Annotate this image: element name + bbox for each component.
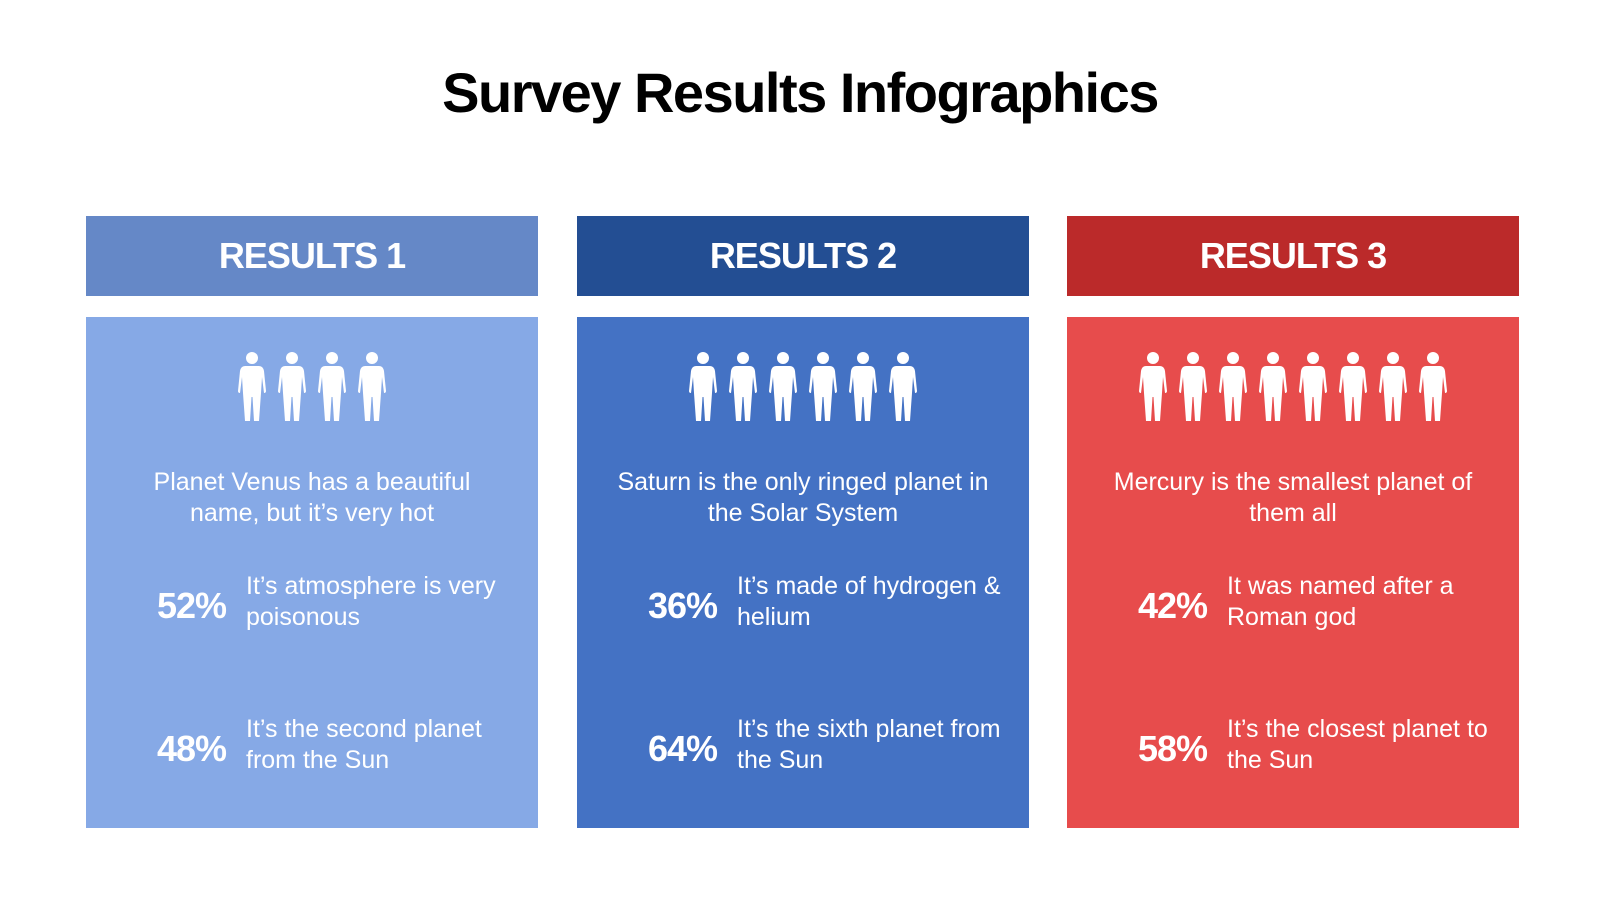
icon-row xyxy=(1067,351,1519,423)
person-icon xyxy=(688,351,718,423)
stat: 58% It’s the closest planet to the Sun xyxy=(1067,714,1519,784)
person-icon xyxy=(357,351,387,423)
percent: 64% xyxy=(647,728,718,769)
person-icon xyxy=(768,351,798,423)
stat-text: It was named after a Roman god xyxy=(1227,572,1454,631)
percent: 42% xyxy=(1137,585,1208,626)
stat-text: It’s made of hydrogen & helium xyxy=(737,572,1001,631)
person-icon xyxy=(1338,351,1368,423)
stat-text: It’s the sixth planet from the Sun xyxy=(737,715,1001,774)
card: RESULTS 3 Mercury is the smallest planet… xyxy=(1067,216,1519,828)
person-icon xyxy=(1378,351,1408,423)
person-icon xyxy=(317,351,347,423)
person-icon xyxy=(237,351,267,423)
percent: 58% xyxy=(1137,728,1208,769)
card-body: Planet Venus has a beautiful name, but i… xyxy=(86,317,538,828)
card-body: Saturn is the only ringed planet in the … xyxy=(577,317,1029,828)
person-icon xyxy=(1138,351,1168,423)
percent: 48% xyxy=(156,728,227,769)
percent: 52% xyxy=(156,585,227,626)
person-icon xyxy=(1418,351,1448,423)
person-icon xyxy=(808,351,838,423)
person-icon xyxy=(848,351,878,423)
stat: 52% It’s atmosphere is very poisonous xyxy=(86,571,538,641)
card-body: Mercury is the smallest planet of them a… xyxy=(1067,317,1519,828)
person-icon xyxy=(1178,351,1208,423)
stat-text: It’s atmosphere is very poisonous xyxy=(246,572,496,631)
description: Planet Venus has a beautiful name, but i… xyxy=(153,468,471,527)
percent: 36% xyxy=(647,585,718,626)
person-icon xyxy=(728,351,758,423)
stat: 42% It was named after a Roman god xyxy=(1067,571,1519,641)
stat-text: It’s the second planet from the Sun xyxy=(246,715,482,774)
card-header: RESULTS 2 xyxy=(577,216,1029,296)
stat-text: It’s the closest planet to the Sun xyxy=(1227,715,1488,774)
card: RESULTS 2 Saturn is the only ringed plan… xyxy=(577,216,1029,828)
stat: 48% It’s the second planet from the Sun xyxy=(86,714,538,784)
card: RESULTS 1 Planet Venus has a beautiful n… xyxy=(86,216,538,828)
person-icon xyxy=(1258,351,1288,423)
stat: 64% It’s the sixth planet from the Sun xyxy=(577,714,1029,784)
icon-row xyxy=(86,351,538,423)
person-icon xyxy=(1218,351,1248,423)
description: Mercury is the smallest planet of them a… xyxy=(1113,468,1473,527)
icon-row xyxy=(577,351,1029,423)
stat: 36% It’s made of hydrogen & helium xyxy=(577,571,1029,641)
description: Saturn is the only ringed planet in the … xyxy=(617,468,989,527)
title: Survey Results Infographics xyxy=(442,61,1159,124)
person-icon xyxy=(1298,351,1328,423)
person-icon xyxy=(277,351,307,423)
card-header: RESULTS 3 xyxy=(1067,216,1519,296)
card-header: RESULTS 1 xyxy=(86,216,538,296)
person-icon xyxy=(888,351,918,423)
